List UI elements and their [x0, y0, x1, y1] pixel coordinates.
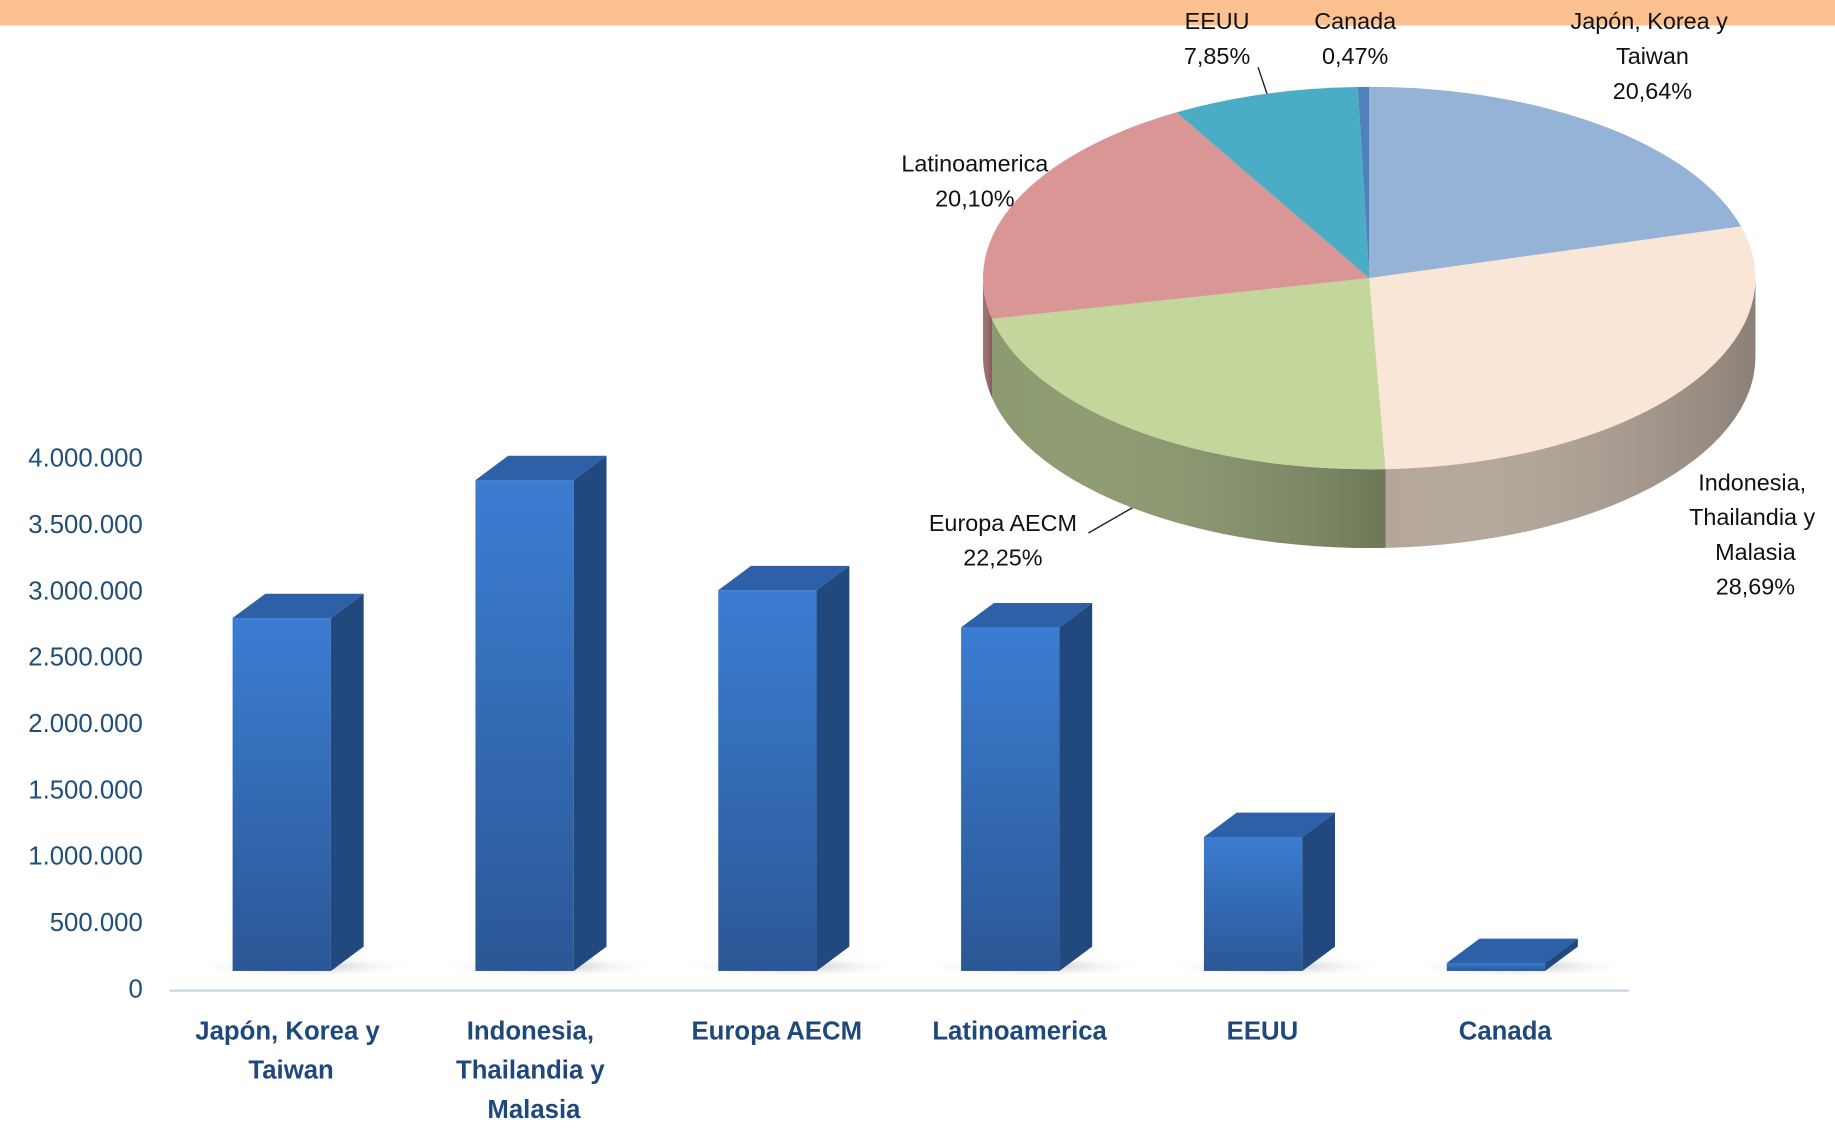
x-tick-label: Canada — [1459, 1017, 1553, 1045]
bar-side — [330, 593, 364, 971]
y-tick-label: 0 — [128, 975, 142, 1003]
y-tick-label: 4.000.000 — [28, 445, 143, 473]
pie-value-label: 20,10% — [935, 186, 1014, 212]
pie-label: Europa AECM — [929, 510, 1077, 536]
pie-slice — [983, 112, 1370, 319]
x-tick-label: EEUU — [1227, 1017, 1299, 1045]
y-tick-label: 3.500.000 — [28, 511, 143, 539]
bar-side — [1059, 603, 1093, 971]
bar-top — [961, 603, 1093, 628]
pie-value-label: 22,25% — [963, 545, 1042, 571]
pie-side-shade — [991, 318, 1386, 549]
bar-side — [1302, 812, 1335, 971]
x-tick-label: Europa AECM — [691, 1017, 862, 1045]
bar — [1203, 812, 1335, 971]
pie-side-shade — [983, 278, 992, 398]
y-tick-label: 3.000.000 — [28, 577, 143, 605]
bar-top — [475, 455, 607, 481]
pie-slice — [1176, 86, 1370, 279]
pie-label: Canada — [1314, 8, 1396, 34]
y-tick-label: 2.000.000 — [28, 710, 143, 738]
y-tick-label: 500.000 — [50, 909, 143, 937]
leader-line — [1088, 506, 1134, 534]
pie-label: Indonesia, Thailandia y Malasia — [1689, 470, 1822, 565]
bar-front — [718, 590, 817, 971]
bar-side — [573, 455, 607, 971]
bar-front — [232, 618, 331, 971]
bar-top — [718, 565, 850, 591]
bar-front — [961, 627, 1060, 971]
bar — [232, 593, 364, 971]
pie-side-shade — [1385, 278, 1756, 548]
header-band — [0, 0, 1835, 26]
y-tick-label: 1.000.000 — [28, 843, 143, 871]
bar — [961, 603, 1093, 971]
pie-label: EEUU — [1185, 8, 1250, 34]
pie-slice — [991, 278, 1386, 470]
pie-label: Japón, Korea y Taiwan — [1571, 8, 1735, 69]
bar-front — [1446, 962, 1546, 971]
bar — [475, 455, 607, 971]
pie-value-label: 7,85% — [1184, 43, 1250, 69]
leader-line — [1257, 66, 1269, 96]
bar-front — [475, 480, 574, 971]
x-tick-label: Indonesia, Thailandia y Malasia — [456, 1017, 612, 1124]
bar — [1446, 938, 1578, 971]
bar-side — [816, 565, 850, 971]
x-tick-label: Japón, Korea y Taiwan — [195, 1017, 387, 1084]
pie-value-label: 28,69% — [1716, 574, 1795, 600]
bar — [718, 565, 850, 971]
pie-slice — [1357, 86, 1370, 279]
pie-label: Latinoamerica — [901, 151, 1048, 177]
pie-slice — [1369, 86, 1742, 279]
x-tick-label: Latinoamerica — [932, 1017, 1107, 1045]
bar-top — [232, 593, 364, 619]
bar-side — [1545, 938, 1578, 971]
pie-slice — [1369, 226, 1756, 470]
pie-value-label: 20,64% — [1613, 78, 1692, 104]
y-tick-label: 1.500.000 — [28, 776, 143, 804]
bar-top — [1446, 938, 1578, 963]
bar-top — [1203, 812, 1335, 837]
y-tick-label: 2.500.000 — [28, 644, 143, 672]
pie-value-label: 0,47% — [1322, 43, 1388, 69]
bar-front — [1203, 836, 1303, 971]
